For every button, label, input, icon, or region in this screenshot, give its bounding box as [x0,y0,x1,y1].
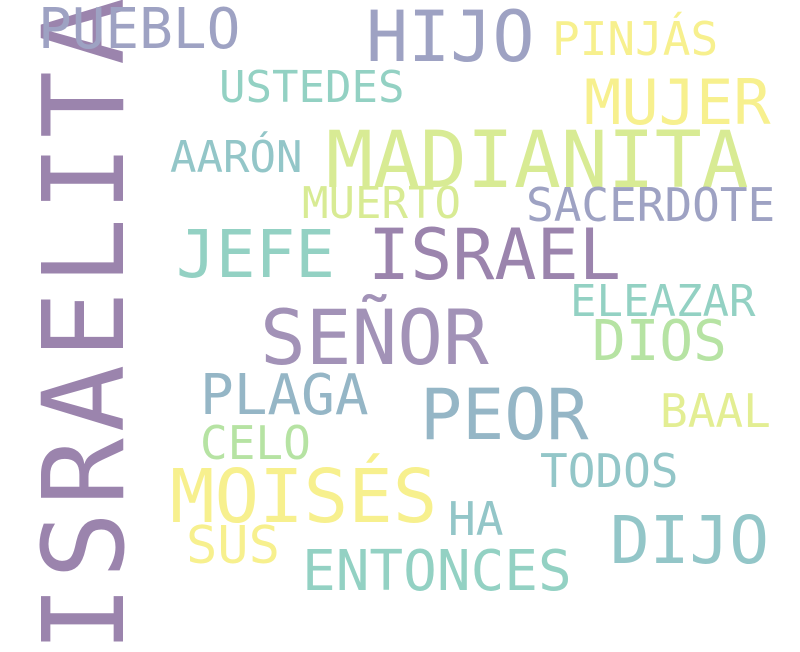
word-celo: CELO [200,416,311,470]
word-hijo: HIJO [366,0,535,78]
word-pinjas: PINJÁS [552,12,719,66]
word-cloud: ISRAELITA PUEBLO HIJO PINJÁS USTEDES MUJ… [0,0,776,652]
word-todos: TODOS [540,444,679,498]
word-plaga: PLAGA [200,363,369,428]
word-peor: PEOR [420,374,589,456]
word-jefe: JEFE [176,216,335,293]
word-senor: SEÑOR [260,293,489,382]
word-moises: MOISÉS [170,454,438,540]
word-mujer: MUJER [584,66,771,139]
word-madianita: MADIANITA [326,116,749,206]
word-eleazar: ELEAZAR [570,276,756,327]
word-baal: BAAL [660,384,771,438]
word-pueblo: PUEBLO [38,0,241,62]
word-ustedes: USTEDES [219,62,405,113]
word-entonces: ENTONCES [302,539,572,604]
word-dijo: DIJO [610,502,769,579]
word-sacerdote: SACERDOTE [526,178,776,232]
word-israel: ISRAEL [368,214,621,296]
word-ha: HA [448,492,504,546]
word-aaron: AARÓN [170,132,303,183]
word-israelita: ISRAELITA [0,0,170,652]
word-israelita-text: ISRAELITA [20,0,150,652]
word-muerto: MUERTO [302,178,461,229]
word-dios: DIOS [592,309,727,374]
word-sus: SUS [186,516,280,576]
